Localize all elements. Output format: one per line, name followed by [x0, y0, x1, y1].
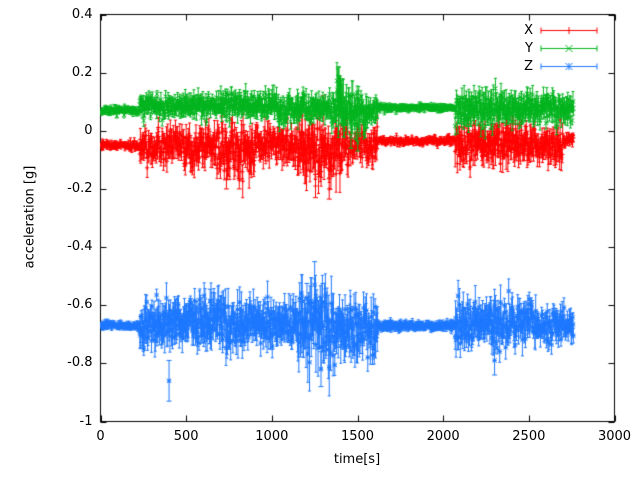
x-tick-label: 0	[96, 428, 105, 444]
y-tick-label: -0.4	[67, 239, 93, 255]
legend-label-y: Y	[525, 40, 533, 56]
x-tick-label: 500	[173, 428, 199, 444]
x-tick-label: 2500	[512, 428, 546, 444]
y-tick-label: -0.6	[67, 297, 93, 313]
y-tick-label: 0.2	[71, 64, 93, 80]
y-tick-label: -0.2	[67, 180, 93, 196]
x-tick-label: 1500	[340, 428, 375, 444]
y-axis-label: acceleration [g]	[22, 165, 38, 269]
x-tick-label: 1000	[255, 428, 289, 444]
x-tick-label: 2000	[426, 428, 460, 444]
y-tick-label: 0.4	[71, 6, 93, 22]
legend-label-x: X	[524, 22, 533, 38]
legend-label-z: Z	[524, 58, 533, 74]
x-axis-label: time[s]	[333, 452, 381, 467]
y-tick-label: 0	[84, 122, 93, 138]
y-tick-label: -0.8	[67, 355, 93, 371]
x-tick-label: 3000	[597, 428, 632, 444]
y-tick-label: -1	[79, 413, 93, 429]
